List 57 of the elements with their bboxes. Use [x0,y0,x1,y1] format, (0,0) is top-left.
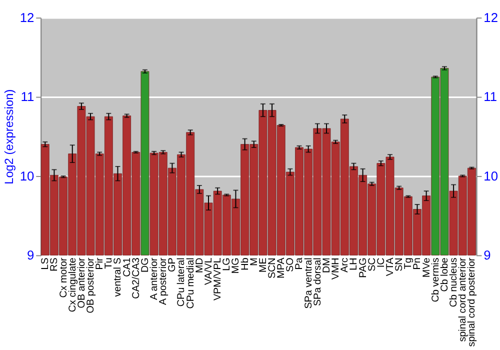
x-tick-label: VPM/VPL [212,257,224,301]
y2-tick-label: 11 [484,89,498,104]
y-axis-title: Log2 (expression) [2,89,16,184]
y-tick-label: 9 [27,248,34,263]
x-tick-label: MD [194,258,206,274]
x-tick-label: SO [285,257,296,272]
x-tick-label: Cb lobe [439,257,450,292]
x-tick-label: Cb nucleus [448,258,460,308]
x-tick-label: LH [348,258,360,270]
x-tick-label: LG [222,258,233,271]
y2-tick-label: 9 [484,248,491,263]
x-tick-label: MG [230,258,242,274]
x-tick-label: MVe [421,257,432,278]
x-tick-label: OB posterior [85,256,96,314]
y-tick-label: 11 [20,89,34,104]
x-tick-label: Cb vermis [430,258,442,302]
x-tick-label: Arc [340,258,351,273]
x-tick-label: CA1 [122,257,133,277]
x-tick-label: Pir [94,256,106,270]
x-tick-label: M [248,258,260,266]
x-tick-label: Pn [412,258,424,270]
x-tick-label: LS [40,257,52,270]
x-tick-label: spinal cord posterior [466,256,478,347]
x-tick-label: Cx motor [58,256,70,298]
x-tick-label: VMH [330,258,342,280]
x-tick-label: SPa ventral [303,258,314,309]
x-tick-label: MPA [276,257,288,278]
x-tick-label: OB anterior [76,256,88,308]
y-tick-label: 10 [20,168,34,184]
x-tick-label: Cx cingulate [67,257,78,312]
x-tick-label: Tu [104,258,115,269]
x-tick-label: SCN [267,258,278,279]
x-tick-label: spinal cord anterior [458,256,469,342]
y2-tick-label: 12 [484,10,498,26]
x-tick-label: ME [258,257,269,273]
x-tick-label: PAG [358,258,369,278]
y2-tick-label: 10 [484,168,498,184]
x-tick-label: Hb [240,257,251,270]
y-tick-label: 12 [20,10,34,26]
x-tick-label: SPa dorsal [312,258,324,306]
x-tick-label: Pa [294,257,306,270]
x-tick-label: CPu lateral [176,258,188,307]
x-tick-label: SC [366,258,378,272]
x-tick-label: CA2/CA3 [130,257,142,299]
x-tick-label: DG [140,258,151,273]
x-tick-label: DM [321,258,332,274]
x-tick-label: IC [376,258,387,268]
x-tick-label: Tg [403,258,414,270]
x-tick-label: A anterior [149,256,160,300]
x-tick-label: SN [394,258,406,272]
x-tick-label: GP [167,257,178,272]
x-tick-label: VA/VL [203,257,214,285]
x-tick-label: CPu medial [185,258,196,309]
x-tick-label: A posterior [158,256,170,305]
x-tick-label: ventral S [112,257,124,297]
x-tick-label: RS [49,257,60,272]
x-tick-label: VTA [384,257,396,276]
